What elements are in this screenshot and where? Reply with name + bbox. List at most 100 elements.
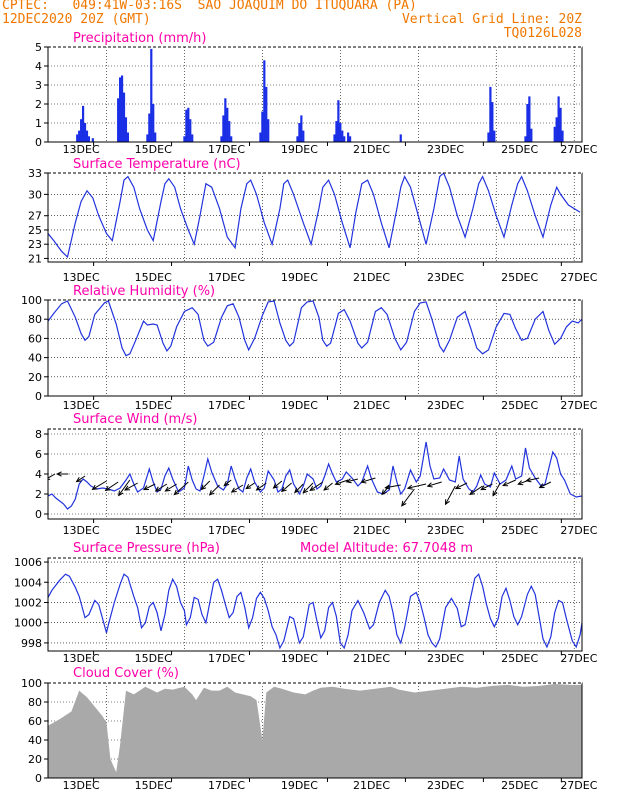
wind-title: Surface Wind (m/s) xyxy=(73,412,197,427)
wind-arrow-shaft xyxy=(201,480,211,490)
precip-title: Precipitation (mm/h) xyxy=(73,31,206,46)
precip-data xyxy=(76,48,564,142)
wind-arrow-head xyxy=(406,484,413,490)
wind-arrow-head xyxy=(334,480,341,486)
wind-arrow xyxy=(245,482,255,490)
pres-xtick-label: 27DEC xyxy=(560,652,597,665)
precip-bar xyxy=(261,111,264,142)
wind-arrow-shaft xyxy=(124,482,138,491)
rh-ytick-label: 20 xyxy=(28,371,42,384)
wind-arrow-shaft xyxy=(48,473,56,479)
wind-arrow-head xyxy=(517,480,524,486)
temp-xtick-label: 15DEC xyxy=(135,271,172,284)
pres-ytick-label: 1004 xyxy=(14,576,42,589)
precip-bar xyxy=(76,134,79,142)
precip-bar xyxy=(146,134,149,142)
wind-ytick-label: 6 xyxy=(35,448,42,461)
wind-arrow xyxy=(48,473,56,480)
cloud-xtick-label: 15DEC xyxy=(135,779,172,792)
wind-arrow-head xyxy=(200,484,207,491)
pres-xtick-label: 13DEC xyxy=(63,652,100,665)
wind-arrow xyxy=(384,484,401,490)
wind-arrow xyxy=(302,482,314,494)
precip-bar xyxy=(220,136,223,142)
precip-bar xyxy=(298,123,301,142)
wind-arrow xyxy=(469,485,483,496)
pres-xtick-label: 19DEC xyxy=(281,652,318,665)
wind-arrow-shaft xyxy=(302,482,314,494)
wind-arrow-head xyxy=(255,485,262,491)
wind-ytick-label: 8 xyxy=(35,428,42,441)
precip-bar xyxy=(524,136,527,142)
precip-frame xyxy=(47,46,583,143)
cloud-xtick-label: 19DEC xyxy=(281,779,318,792)
pres-ytick-label: 998 xyxy=(21,637,42,650)
wind-arrow-head xyxy=(525,477,532,483)
precip-xtick-label: 15DEC xyxy=(135,143,172,156)
wind-arrow-head xyxy=(245,484,252,490)
wind-arrow xyxy=(255,482,267,491)
wind-arrow xyxy=(75,475,86,483)
wind-xtick-label: 21DEC xyxy=(353,524,390,537)
precip-bar xyxy=(222,115,225,142)
precip-bar xyxy=(487,132,490,142)
pres-xtick-label: 23DEC xyxy=(427,652,464,665)
precip-bar xyxy=(343,136,346,142)
wind-arrow-head xyxy=(323,485,330,491)
wind-arrow xyxy=(323,482,333,491)
wind-arrow-head xyxy=(48,475,51,480)
temp-data xyxy=(48,173,581,259)
precip-bar xyxy=(124,117,128,142)
wind-arrow-shaft xyxy=(492,482,501,496)
rh-xtick-label: 23DEC xyxy=(427,399,464,412)
wind-arrow-head xyxy=(123,485,131,491)
temp-series-line xyxy=(48,173,581,259)
wind-arrow-shaft xyxy=(223,479,232,486)
wind-arrow-head xyxy=(502,481,509,487)
cloud-xtick-label: 13DEC xyxy=(63,779,100,792)
temp-xtick-label: 19DEC xyxy=(281,271,318,284)
precip-bar xyxy=(152,104,155,142)
wind-arrow xyxy=(154,483,168,492)
temp-ytick-label: 23 xyxy=(28,238,42,251)
cloud-xtick-label: 25DEC xyxy=(501,779,538,792)
pres-series-line xyxy=(48,573,582,650)
rh-xtick-label: 17DEC xyxy=(208,399,245,412)
precip-bar xyxy=(183,136,186,142)
wind-arrow xyxy=(525,477,540,483)
pres-ytick-label: 1000 xyxy=(14,617,42,630)
precip-xtick-label: 19DEC xyxy=(281,143,318,156)
precip-bar xyxy=(122,92,126,142)
precip-bar xyxy=(224,98,227,142)
wind-arrow-head xyxy=(294,487,300,494)
wind-arrow-head xyxy=(538,483,545,489)
wind-arrow xyxy=(426,481,442,488)
precip-bar xyxy=(493,130,496,142)
wind-arrow-head xyxy=(360,478,367,484)
wind-arrow-head xyxy=(469,489,476,496)
wind-arrow-shaft xyxy=(455,482,468,490)
rh-xtick-label: 27DEC xyxy=(560,399,597,412)
cloud-area xyxy=(48,684,582,778)
cloud-data xyxy=(48,684,582,778)
pres-ytick-label: 1006 xyxy=(14,556,42,569)
cloud-ytick-label: 100 xyxy=(21,677,42,690)
wind-arrow-shaft xyxy=(155,483,168,492)
precip-bar xyxy=(339,123,342,142)
cloud-ytick-label: 20 xyxy=(28,753,42,766)
rh-xtick-label: 13DEC xyxy=(63,399,100,412)
wind-panel: Surface Wind (m/s) 0 2 4 6 8 15DEC 17DEC 19DEC 21… xyxy=(35,412,598,537)
wind-arrow-shaft xyxy=(294,483,304,493)
wind-arrow-shaft xyxy=(209,484,220,496)
wind-arrow xyxy=(200,480,211,491)
wind-arrow-shaft xyxy=(480,483,493,491)
rh-series-line xyxy=(48,300,582,357)
pres-xtick-label: 21DEC xyxy=(353,652,390,665)
pres-xtick-label: 15DEC xyxy=(135,652,172,665)
wind-xtick-label: 15DEC xyxy=(135,524,172,537)
rh-ytick-label: 100 xyxy=(21,294,42,307)
wind-arrow-shaft xyxy=(173,481,189,495)
precip-bar xyxy=(230,136,233,142)
wind-arrow-head xyxy=(444,499,450,506)
precip-bar xyxy=(341,130,344,142)
